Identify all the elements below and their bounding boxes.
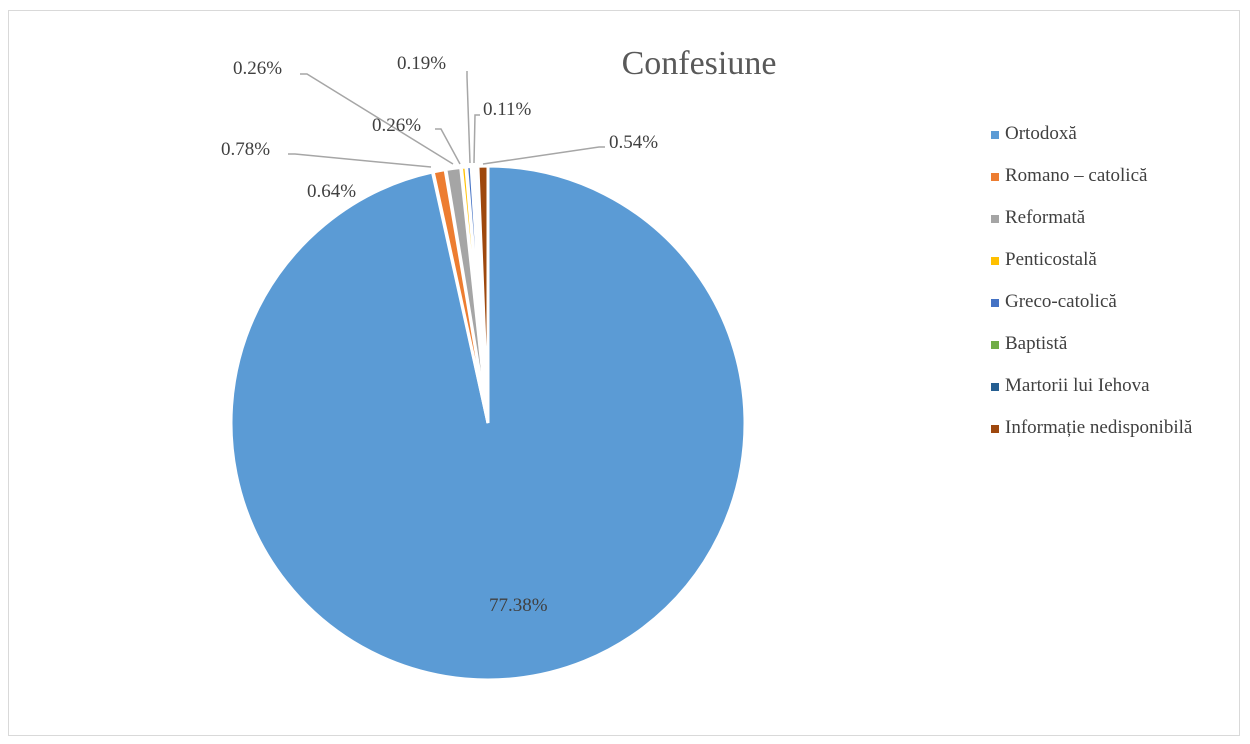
data-label-martorii-lui-iehova: 0.11% xyxy=(483,99,532,120)
data-label-informatie-nedisponibila: 0.54% xyxy=(609,132,658,153)
leader-line-penticostala xyxy=(300,73,454,165)
leader-line-greco-catolica xyxy=(435,128,461,165)
legend-swatch-informatie-nedisponibila xyxy=(991,425,999,433)
leader-line-martorii-lui-iehova xyxy=(473,114,480,164)
legend-label-informatie-nedisponibila: Informație nedisponibilă xyxy=(1005,417,1193,438)
legend-item-greco-catolica: Greco-catolică xyxy=(991,291,1192,333)
legend-swatch-penticostala xyxy=(991,257,999,265)
legend-item-reformata: Reformată xyxy=(991,207,1192,249)
data-label-ortodoxa: 77.38% xyxy=(489,595,548,616)
data-label-reformata: 0.78% xyxy=(221,139,270,160)
legend-label-penticostala: Penticostală xyxy=(1005,249,1097,270)
pie-slice-informatie-nedisponibila xyxy=(476,164,490,424)
legend-swatch-ortodoxa xyxy=(991,131,999,139)
legend-item-penticostala: Penticostală xyxy=(991,249,1192,291)
chart-area: 77.38% 0.64% 0.78% 0.26% 0.26% 0.19% 0.11% 0.54… xyxy=(8,10,1240,736)
legend-label-reformata: Reformată xyxy=(1005,207,1086,228)
legend-swatch-martorii-lui-iehova xyxy=(991,383,999,391)
legend-label-baptista: Baptistă xyxy=(1005,333,1068,354)
legend-label-ortodoxa: Ortodoxă xyxy=(1005,123,1077,144)
legend-label-romano-catolica: Romano – catolică xyxy=(1005,165,1148,186)
leader-line-reformata xyxy=(288,153,432,168)
legend-item-ortodoxa: Ortodoxă xyxy=(991,123,1192,165)
leader-line-baptista xyxy=(466,71,471,164)
data-label-baptista: 0.19% xyxy=(397,53,446,74)
legend-item-baptista: Baptistă xyxy=(991,333,1192,375)
leader-line-informatie-nedisponibila xyxy=(482,146,605,165)
legend-item-martorii-lui-iehova: Martorii lui Iehova xyxy=(991,375,1192,417)
legend-label-greco-catolica: Greco-catolică xyxy=(1005,291,1117,312)
legend-swatch-baptista xyxy=(991,341,999,349)
data-label-greco-catolica: 0.26% xyxy=(372,115,421,136)
legend-swatch-greco-catolica xyxy=(991,299,999,307)
legend: Ortodoxă Romano – catolică Reformată Pen… xyxy=(991,123,1192,459)
data-label-penticostala: 0.26% xyxy=(233,58,282,79)
pie-chart: 77.38% 0.64% 0.78% 0.26% 0.26% 0.19% 0.11% 0.54… xyxy=(221,53,747,682)
legend-item-romano-catolica: Romano – catolică xyxy=(991,165,1192,207)
legend-item-informatie-nedisponibila: Informație nedisponibilă xyxy=(991,417,1192,459)
chart-title: Confesiune xyxy=(621,45,777,82)
data-label-romano-catolica: 0.64% xyxy=(307,181,356,202)
legend-swatch-reformata xyxy=(991,215,999,223)
legend-label-martorii-lui-iehova: Martorii lui Iehova xyxy=(1005,375,1150,396)
legend-swatch-romano-catolica xyxy=(991,173,999,181)
